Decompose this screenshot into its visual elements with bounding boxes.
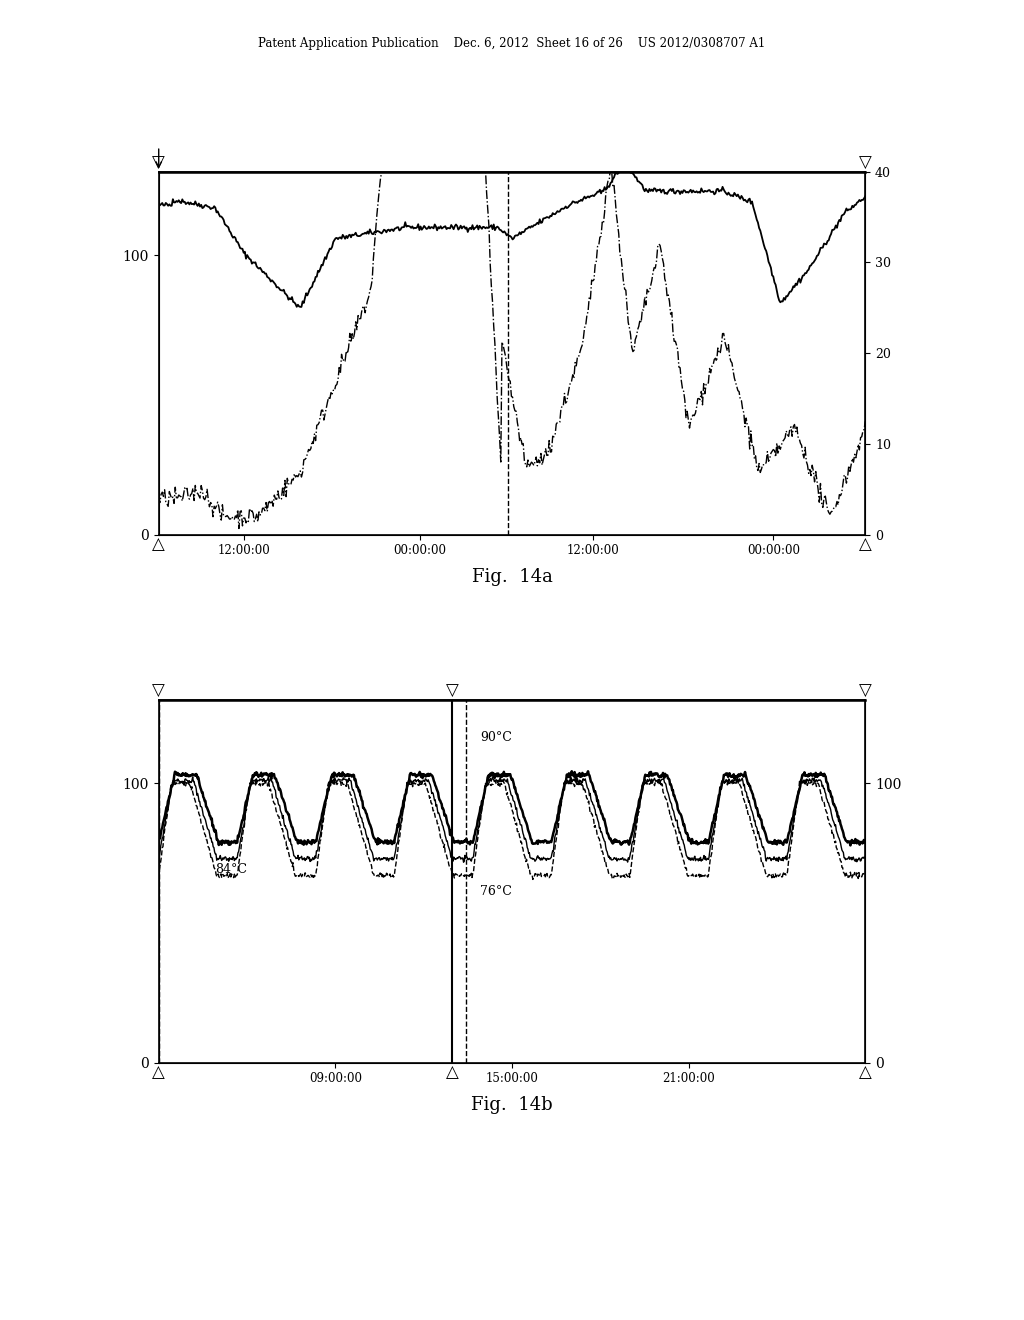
Text: △: △ (153, 1063, 165, 1081)
Text: △: △ (859, 535, 871, 553)
Text: △: △ (153, 535, 165, 553)
Text: ▽: ▽ (153, 153, 165, 172)
Text: △: △ (445, 1063, 459, 1081)
Text: Fig.  14a: Fig. 14a (472, 568, 552, 586)
Text: ▽: ▽ (153, 681, 165, 700)
Text: Fig.  14b: Fig. 14b (471, 1096, 553, 1114)
Text: ▽: ▽ (445, 681, 459, 700)
Text: ▽: ▽ (859, 153, 871, 172)
Text: △: △ (859, 1063, 871, 1081)
Text: ▽: ▽ (859, 681, 871, 700)
Text: 84°C: 84°C (215, 863, 247, 875)
Text: Patent Application Publication    Dec. 6, 2012  Sheet 16 of 26    US 2012/030870: Patent Application Publication Dec. 6, 2… (258, 37, 766, 50)
Text: 90°C: 90°C (480, 731, 512, 744)
Text: 76°C: 76°C (480, 886, 512, 898)
